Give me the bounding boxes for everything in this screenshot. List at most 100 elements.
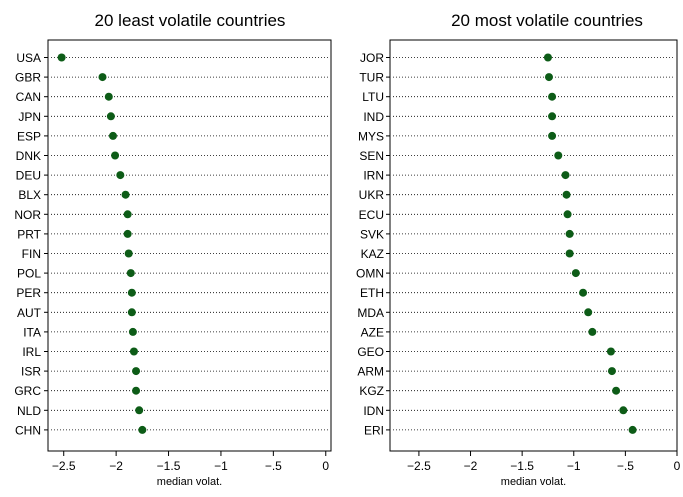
x-axis-label-2: median volat.	[501, 476, 566, 488]
data-point-isr	[132, 367, 141, 376]
x-tick-label-2-1: −2	[464, 459, 478, 473]
x-tick-label-2-2: −1.5	[510, 459, 534, 473]
country-label-idn: IDN	[363, 404, 384, 418]
data-point-gbr	[98, 73, 107, 82]
country-label-mda: MDA	[357, 306, 384, 320]
data-point-idn	[619, 406, 628, 415]
country-label-eth: ETH	[360, 286, 384, 300]
country-label-grc: GRC	[14, 384, 41, 398]
plot-frame-2	[389, 39, 678, 452]
country-label-pol: POL	[17, 267, 41, 281]
country-label-per: PER	[16, 286, 41, 300]
panel-title-2: 20 most volatile countries	[451, 11, 643, 30]
country-label-prt: PRT	[17, 227, 41, 241]
country-label-mys: MYS	[358, 129, 384, 143]
country-label-usa: USA	[16, 51, 41, 65]
country-label-eri: ERI	[364, 423, 384, 437]
data-point-deu	[116, 171, 125, 180]
data-point-nld	[135, 406, 144, 415]
data-point-grc	[132, 386, 141, 395]
country-label-svk: SVK	[360, 227, 384, 241]
data-point-kgz	[612, 386, 621, 395]
x-tick-label-1-0: −2.5	[52, 459, 76, 473]
data-point-ecu	[563, 210, 572, 219]
country-label-aut: AUT	[17, 306, 42, 320]
country-label-omn: OMN	[356, 267, 384, 281]
country-label-kaz: KAZ	[361, 247, 384, 261]
country-label-jpn: JPN	[18, 110, 41, 124]
country-label-irn: IRN	[363, 169, 384, 183]
x-tick-label-2-4: −.5	[617, 459, 634, 473]
country-label-jor: JOR	[360, 51, 384, 65]
data-point-fin	[124, 249, 133, 258]
data-point-irn	[561, 171, 570, 180]
country-label-dnk: DNK	[16, 149, 41, 163]
country-label-gbr: GBR	[15, 71, 41, 85]
data-point-tur	[544, 73, 553, 82]
country-label-chn: CHN	[15, 423, 41, 437]
country-label-ukr: UKR	[359, 188, 385, 202]
data-point-ind	[548, 112, 557, 121]
country-label-esp: ESP	[17, 129, 41, 143]
data-point-ltu	[548, 92, 557, 101]
data-point-prt	[123, 229, 132, 238]
country-label-ita: ITA	[23, 325, 41, 339]
country-label-nld: NLD	[17, 404, 41, 418]
country-label-kgz: KGZ	[359, 384, 384, 398]
country-label-deu: DEU	[16, 169, 41, 183]
data-point-eri	[628, 425, 637, 434]
country-label-geo: GEO	[357, 345, 384, 359]
x-tick-label-1-4: −.5	[265, 459, 282, 473]
data-point-svk	[565, 229, 574, 238]
country-label-arm: ARM	[357, 365, 384, 379]
data-point-jpn	[106, 112, 115, 121]
data-point-ukr	[562, 190, 571, 199]
data-point-irl	[129, 347, 138, 356]
x-tick-label-1-3: −1	[214, 459, 228, 473]
country-label-nor: NOR	[14, 208, 41, 222]
x-tick-label-2-0: −2.5	[407, 459, 431, 473]
data-point-usa	[57, 53, 66, 62]
country-label-ind: IND	[363, 110, 384, 124]
data-point-mda	[584, 308, 593, 317]
data-point-kaz	[565, 249, 574, 258]
x-tick-label-1-1: −2	[109, 459, 123, 473]
data-point-dnk	[111, 151, 120, 160]
country-label-tur: TUR	[359, 71, 384, 85]
data-point-geo	[606, 347, 615, 356]
plot-frame-1	[47, 39, 332, 452]
data-point-aut	[127, 308, 136, 317]
country-label-ecu: ECU	[359, 208, 384, 222]
x-tick-label-1-5: 0	[322, 459, 329, 473]
data-point-arm	[607, 367, 616, 376]
data-point-per	[127, 288, 136, 297]
data-point-nor	[123, 210, 132, 219]
country-label-isr: ISR	[21, 365, 41, 379]
data-point-sen	[554, 151, 563, 160]
data-point-jor	[543, 53, 552, 62]
data-point-pol	[126, 269, 135, 278]
data-point-can	[104, 92, 113, 101]
panel-title-1: 20 least volatile countries	[95, 11, 286, 30]
country-label-irl: IRL	[22, 345, 41, 359]
data-point-eth	[579, 288, 588, 297]
country-label-can: CAN	[16, 90, 41, 104]
country-label-aze: AZE	[361, 325, 384, 339]
data-point-omn	[571, 269, 580, 278]
data-point-chn	[138, 425, 147, 434]
country-label-sen: SEN	[359, 149, 384, 163]
country-label-ltu: LTU	[362, 90, 384, 104]
country-label-blx: BLX	[18, 188, 41, 202]
x-tick-label-2-3: −1	[567, 459, 581, 473]
x-tick-label-2-5: 0	[674, 459, 681, 473]
data-point-aze	[588, 327, 597, 336]
data-point-esp	[108, 131, 117, 140]
data-point-mys	[548, 131, 557, 140]
x-tick-label-1-2: −1.5	[157, 459, 181, 473]
x-axis-label-1: median volat.	[157, 476, 222, 488]
data-point-blx	[121, 190, 130, 199]
country-label-fin: FIN	[22, 247, 41, 261]
data-point-ita	[128, 327, 137, 336]
